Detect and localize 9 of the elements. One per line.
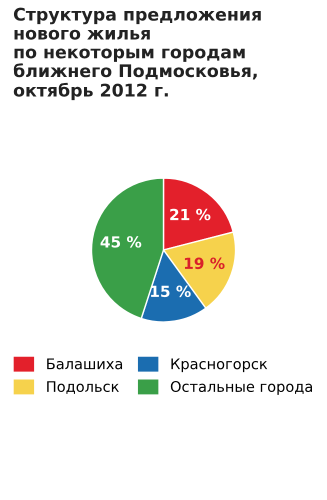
legend-label: Балашиха [47, 358, 122, 370]
legend-label: Красногорск [171, 358, 268, 372]
data-label: 45 % [100, 236, 142, 248]
data-label: 19 % [184, 258, 225, 270]
legend-label: Остальные города [170, 381, 312, 395]
chart-title: Структура предложения нового жилья по некоторым городам ближнего Подмосковья, октябрь 2012 г. [14, 8, 261, 100]
data-label: 15 % [151, 286, 191, 298]
legend-label: Подольск [47, 381, 119, 394]
data-label: 21 % [170, 208, 210, 220]
